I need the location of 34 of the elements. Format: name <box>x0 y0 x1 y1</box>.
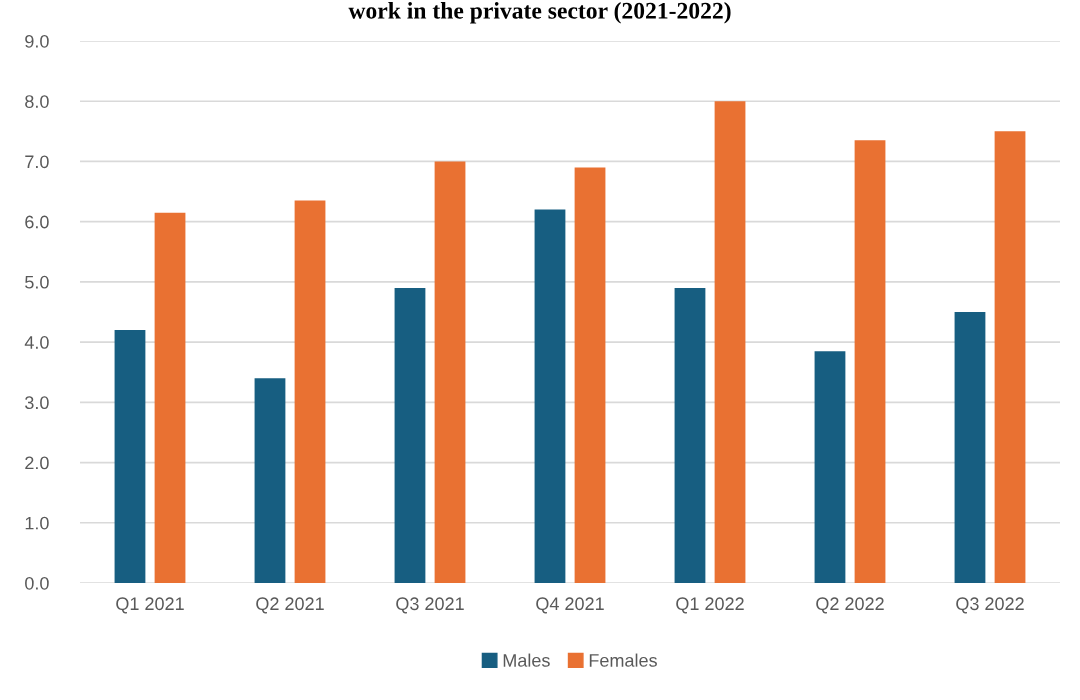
x-tick-label: Q2 2021 <box>256 597 324 614</box>
bar <box>714 101 746 583</box>
bar <box>854 140 886 583</box>
x-tick-label: Q2 2022 <box>816 597 884 614</box>
y-tick-label: 3.0 <box>25 396 49 410</box>
x-tick-label: Q1 2022 <box>676 597 744 614</box>
bar <box>154 212 186 583</box>
x-tick-label: Q1 2021 <box>116 597 184 614</box>
y-tick-label: 4.0 <box>24 336 49 349</box>
y-tick-label: 0.0 <box>25 576 49 590</box>
bar <box>434 161 466 583</box>
bar <box>954 312 986 583</box>
bar <box>114 330 146 583</box>
y-tick-label: 5.0 <box>25 275 49 289</box>
bar <box>394 287 426 583</box>
bar <box>994 131 1026 583</box>
bar <box>574 167 606 583</box>
bar <box>814 351 846 583</box>
legend-label: Males <box>503 653 550 667</box>
y-tick-label: 9.0 <box>25 34 49 48</box>
x-tick-label: Q3 2021 <box>396 597 464 614</box>
y-tick-label: 1.0 <box>25 516 49 530</box>
bar <box>254 378 286 583</box>
chart-title: work in the private sector (2021-2022) <box>348 2 731 24</box>
y-tick-label: 7.0 <box>25 155 49 169</box>
y-tick-label: 6.0 <box>25 215 49 229</box>
bar <box>674 287 706 583</box>
x-tick-label: Q4 2021 <box>536 597 604 614</box>
x-tick-label: Q3 2022 <box>956 597 1024 614</box>
y-tick-label: 8.0 <box>25 95 49 108</box>
bar <box>294 200 326 583</box>
legend-label: Females <box>589 653 657 667</box>
bar <box>534 209 566 583</box>
y-tick-label: 2.0 <box>25 456 49 470</box>
